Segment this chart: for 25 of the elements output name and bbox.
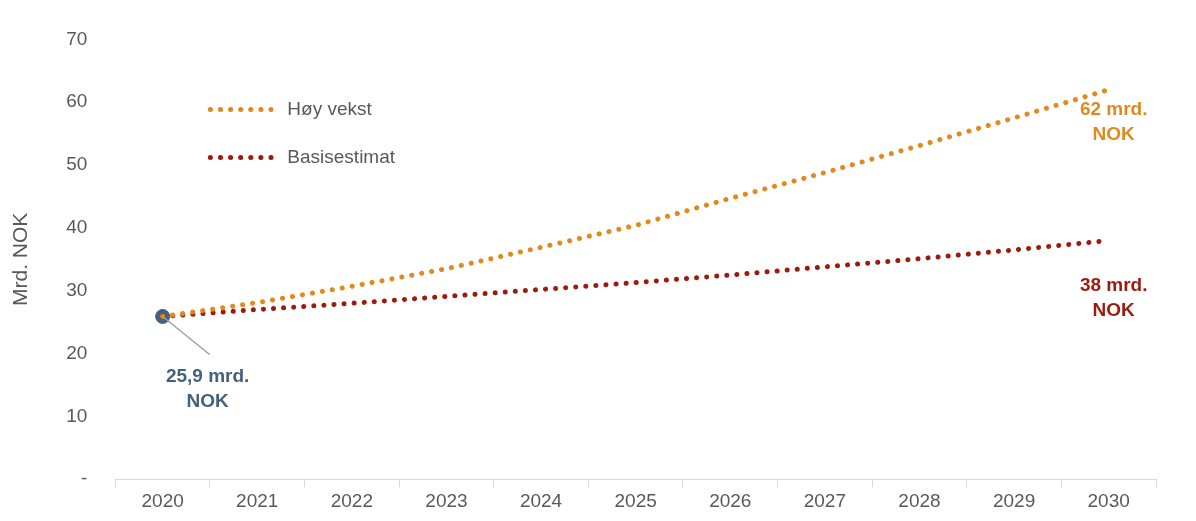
- y-tick-label: 30: [66, 278, 88, 300]
- legend-label: Høy vekst: [287, 97, 373, 119]
- x-tick-label: 2024: [519, 489, 563, 511]
- x-tick-label: 2028: [898, 489, 941, 511]
- x-tick-label: 2023: [425, 489, 468, 511]
- y-tick-label: 40: [66, 216, 88, 238]
- x-tick-label: 2030: [1087, 489, 1130, 511]
- x-tick-label: 2025: [614, 489, 657, 511]
- y-axis-title: Mrd. NOK: [8, 212, 32, 306]
- legend-label: Basisestimat: [287, 145, 396, 167]
- x-tick-label: 2022: [330, 489, 373, 511]
- x-tick-label: 2021: [236, 489, 279, 511]
- x-tick-label: 2020: [141, 489, 184, 511]
- y-tick-label: 50: [66, 153, 88, 175]
- y-tick-label: 20: [66, 341, 88, 363]
- x-tick-label: 2027: [803, 489, 847, 511]
- y-tick-label: -: [81, 467, 88, 489]
- y-tick-label: 70: [66, 27, 88, 49]
- x-tick-label: 2026: [709, 489, 752, 511]
- data-label: 25,9 mrd. NOK: [165, 364, 250, 411]
- x-tick-label: 2029: [992, 489, 1036, 511]
- data-label: 62 mrd. NOK: [1079, 97, 1148, 144]
- y-tick-label: 60: [66, 90, 88, 112]
- y-tick-label: 10: [66, 404, 88, 426]
- data-label: 38 mrd. NOK: [1079, 273, 1148, 320]
